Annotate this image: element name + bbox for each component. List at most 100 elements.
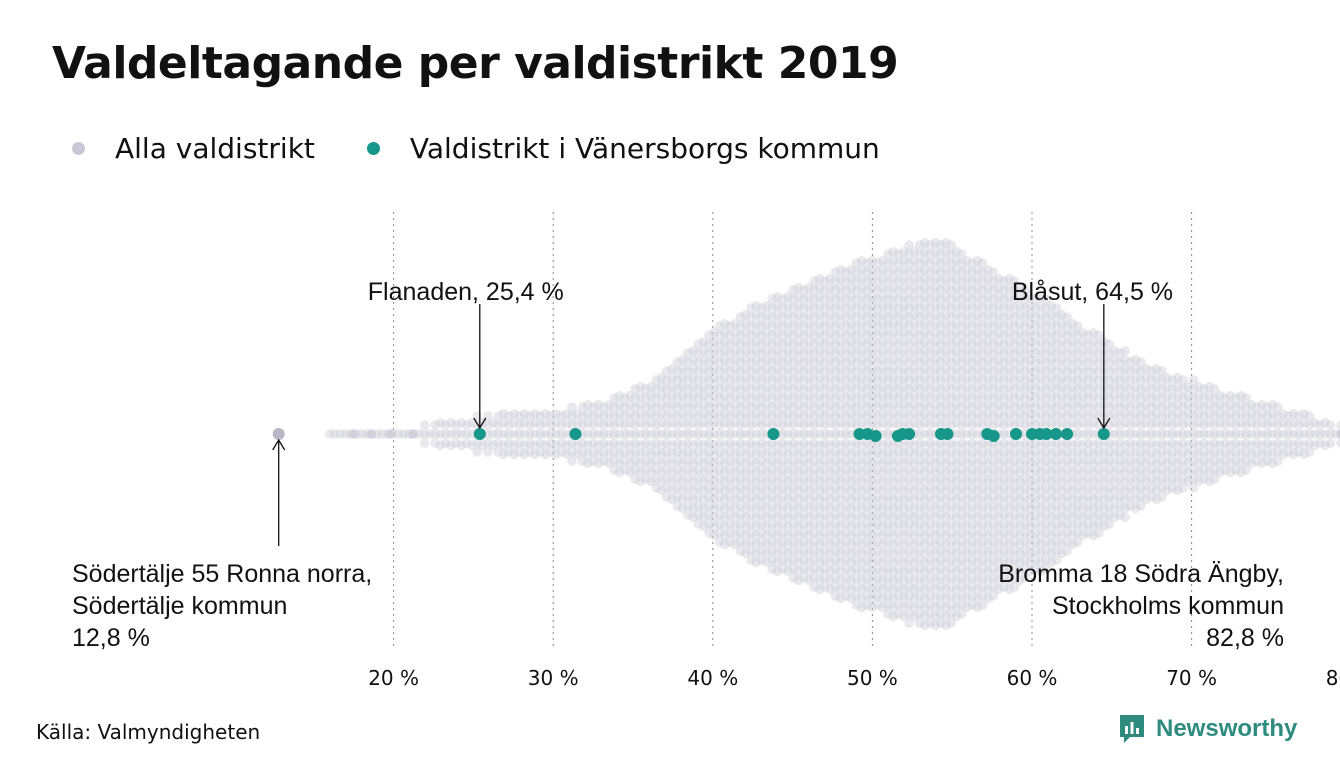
swarm-point (841, 321, 851, 331)
swarm-point (899, 400, 909, 410)
swarm-point (835, 575, 846, 586)
swarm-point (1162, 458, 1172, 469)
swarm-point (1004, 310, 1014, 320)
swarm-point (888, 418, 899, 428)
swarm-point (909, 521, 920, 532)
swarm-point (1072, 366, 1083, 376)
swarm-point (946, 384, 956, 394)
swarm-point (1125, 501, 1136, 511)
swarm-point (862, 447, 872, 457)
swarm-point (820, 474, 830, 484)
swarm-point (820, 528, 830, 538)
swarm-point (957, 366, 967, 376)
swarm-point (835, 382, 846, 392)
swarm-point (793, 458, 804, 469)
swarm-point (930, 418, 941, 428)
swarm-point (1004, 566, 1014, 577)
swarm-point (614, 440, 625, 451)
swarm-point (1204, 440, 1215, 451)
swarm-point (930, 382, 941, 392)
swarm-point (672, 501, 683, 511)
swarm-point (941, 485, 951, 496)
swarm-point (878, 301, 888, 311)
swarm-point (867, 485, 877, 496)
swarm-point (814, 382, 825, 392)
swarm-point (1125, 393, 1136, 403)
swarm-point (883, 456, 893, 466)
swarm-point (967, 267, 978, 277)
swarm-point (1141, 449, 1151, 460)
swarm-point (1083, 438, 1093, 448)
swarm-point (1109, 494, 1120, 505)
swarm-point (835, 593, 846, 604)
swarm-point (677, 476, 688, 487)
swarm-point (893, 483, 904, 493)
swarm-point (1088, 521, 1099, 532)
swarm-point (730, 521, 741, 532)
swarm-point (814, 355, 825, 365)
swarm-point (1051, 483, 1062, 493)
swarm-point (725, 357, 735, 367)
swarm-point (777, 393, 788, 403)
swarm-point (951, 548, 962, 559)
swarm-point (1030, 411, 1041, 421)
swarm-point (1125, 492, 1136, 502)
swarm-point (788, 384, 798, 394)
swarm-point (914, 411, 925, 421)
swarm-point (1157, 393, 1167, 403)
swarm-point (893, 348, 904, 358)
swarm-point (604, 449, 614, 460)
swarm-point (872, 510, 883, 520)
swarm-point (935, 447, 946, 457)
swarm-point (846, 292, 856, 302)
swarm-point (804, 575, 814, 586)
swarm-point (988, 564, 999, 574)
swarm-point (772, 346, 783, 356)
swarm-point (920, 539, 930, 550)
swarm-point (1020, 330, 1030, 340)
swarm-point (888, 301, 899, 311)
swarm-point (509, 418, 519, 428)
swarm-point (741, 476, 751, 487)
swarm-point (1157, 492, 1167, 502)
swarm-point (862, 519, 872, 529)
swarm-point (1057, 539, 1067, 550)
swarm-point (1014, 485, 1025, 496)
swarm-point (941, 620, 951, 631)
swarm-point (1162, 409, 1172, 419)
swarm-point (1067, 391, 1078, 401)
swarm-point (1083, 357, 1093, 367)
swarm-point (656, 449, 667, 460)
swarm-point (978, 384, 988, 394)
swarm-point (772, 337, 783, 347)
swarm-point (846, 319, 856, 329)
swarm-point (704, 483, 714, 493)
swarm-point (635, 467, 646, 478)
swarm-point (914, 501, 925, 511)
swarm-point (741, 512, 751, 523)
swarm-point (1178, 483, 1188, 493)
swarm-point (1125, 474, 1136, 484)
swarm-point (925, 402, 935, 412)
swarm-point (1009, 366, 1020, 376)
swarm-point (825, 512, 835, 523)
swarm-point (904, 249, 914, 259)
swarm-point (1162, 391, 1172, 401)
swarm-point (1009, 312, 1020, 322)
swarm-point (972, 418, 983, 428)
swarm-point (809, 501, 820, 511)
swarm-point (972, 319, 983, 329)
swarm-point (904, 312, 914, 322)
swarm-point (735, 519, 746, 529)
swarm-point (841, 582, 851, 592)
swarm-point (1062, 348, 1072, 358)
swarm-point (930, 440, 941, 451)
swarm-point (530, 418, 540, 428)
swarm-point (714, 339, 725, 349)
swarm-point (904, 555, 914, 565)
swarm-point (957, 276, 967, 286)
swarm-point (909, 593, 920, 604)
swarm-point (730, 328, 741, 338)
swarm-point (957, 474, 967, 484)
swarm-point (809, 528, 820, 538)
